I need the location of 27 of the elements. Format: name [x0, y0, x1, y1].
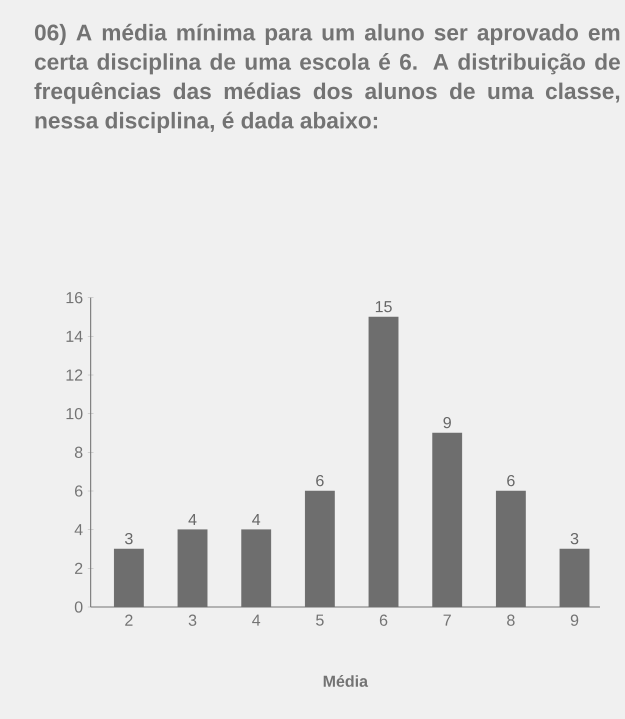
x-tick-label: 7 — [444, 614, 451, 626]
data-label: 9 — [443, 416, 451, 428]
y-tick-label: 8 — [74, 446, 82, 458]
x-tick-label: 2 — [125, 614, 132, 626]
x-tick-label: 6 — [380, 614, 388, 626]
y-tick-label: 14 — [66, 330, 83, 342]
chart-title: 06) A média mínima para um aluno ser aprovado em certa disciplina de uma escola é 6. A distribuição de frequências das médias dos alunos de uma classe, nessa disciplina, é dada abaixo: — [34, 24, 620, 134]
y-tick-label: 4 — [74, 524, 83, 536]
y-tick-label: 10 — [66, 408, 82, 420]
y-tick-label: 0 — [74, 601, 82, 613]
data-label: 6 — [316, 474, 324, 486]
x-tick-label: 5 — [316, 614, 324, 626]
x-tick-label: 9 — [570, 614, 578, 626]
y-tick-label: 16 — [66, 292, 82, 304]
data-label: 4 — [188, 514, 196, 525]
y-tick-label: 6 — [74, 485, 82, 497]
x-tick-label: 3 — [188, 614, 196, 626]
x-axis-title: Média — [324, 675, 368, 687]
x-tick-label: 4 — [252, 614, 260, 626]
x-tick-label: 8 — [507, 614, 515, 626]
data-label: 6 — [507, 474, 515, 486]
data-label: 15 — [376, 301, 392, 312]
data-label: 3 — [570, 532, 578, 544]
y-tick-label: 12 — [66, 369, 82, 381]
data-label: 3 — [124, 532, 133, 544]
y-tick-label: 2 — [74, 562, 82, 574]
data-label: 4 — [252, 514, 260, 525]
